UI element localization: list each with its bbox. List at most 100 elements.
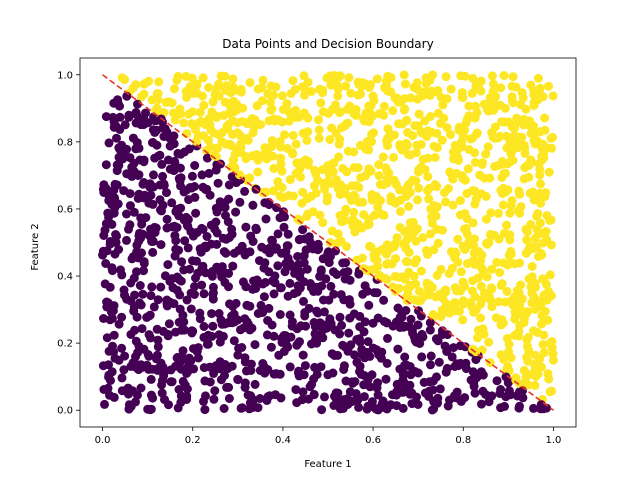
point-class-0 — [110, 179, 120, 189]
point-class-0 — [285, 362, 295, 372]
point-class-0 — [417, 330, 427, 340]
point-class-1 — [420, 165, 430, 174]
point-class-0 — [373, 390, 383, 400]
point-class-0 — [287, 317, 297, 327]
point-class-1 — [470, 148, 480, 158]
point-class-0 — [180, 236, 190, 246]
point-class-0 — [373, 405, 383, 415]
point-class-1 — [460, 281, 470, 291]
chart-title: Data Points and Decision Boundary — [222, 37, 433, 51]
point-class-0 — [337, 320, 347, 330]
point-class-1 — [236, 84, 246, 94]
point-class-0 — [352, 335, 362, 344]
point-class-1 — [533, 209, 543, 219]
point-class-1 — [507, 196, 517, 205]
point-class-1 — [458, 171, 467, 181]
point-class-0 — [310, 329, 320, 339]
point-class-1 — [458, 315, 468, 325]
point-class-0 — [132, 138, 142, 148]
point-class-0 — [351, 395, 360, 405]
point-class-1 — [490, 230, 499, 240]
x-tick-label: 0.4 — [275, 435, 291, 446]
point-class-1 — [205, 142, 215, 152]
point-class-1 — [481, 191, 491, 201]
point-class-1 — [512, 138, 522, 147]
point-class-1 — [356, 89, 365, 99]
point-class-0 — [435, 384, 445, 394]
point-class-0 — [129, 302, 139, 312]
point-class-1 — [402, 115, 412, 125]
point-class-0 — [273, 229, 283, 239]
point-class-1 — [499, 258, 508, 268]
point-class-1 — [454, 122, 464, 132]
point-class-1 — [402, 234, 412, 244]
point-class-1 — [269, 163, 279, 173]
point-class-0 — [144, 311, 154, 321]
point-class-0 — [149, 302, 159, 312]
point-class-1 — [517, 88, 527, 98]
point-class-1 — [169, 84, 179, 94]
point-class-1 — [520, 143, 530, 153]
point-class-1 — [529, 359, 539, 369]
point-class-1 — [444, 269, 454, 279]
point-class-0 — [180, 147, 189, 157]
point-class-0 — [175, 290, 185, 300]
point-class-0 — [186, 227, 196, 237]
point-class-0 — [177, 257, 187, 267]
point-class-1 — [260, 143, 270, 153]
point-class-0 — [293, 338, 303, 348]
point-class-0 — [478, 386, 488, 396]
point-class-0 — [395, 323, 405, 332]
point-class-0 — [98, 361, 108, 371]
point-class-0 — [107, 313, 117, 323]
point-class-0 — [360, 353, 370, 363]
point-class-1 — [344, 73, 354, 83]
point-class-0 — [227, 224, 237, 234]
point-class-0 — [249, 402, 258, 412]
point-class-0 — [262, 330, 272, 340]
point-class-1 — [414, 183, 424, 193]
point-class-0 — [275, 213, 285, 223]
point-class-0 — [269, 289, 279, 299]
point-class-1 — [438, 100, 448, 110]
point-class-0 — [264, 267, 274, 277]
point-class-0 — [317, 405, 327, 415]
point-class-1 — [241, 152, 251, 161]
point-class-1 — [425, 90, 435, 100]
point-class-1 — [175, 104, 185, 114]
point-class-1 — [367, 137, 376, 147]
point-class-1 — [235, 170, 244, 180]
point-class-1 — [441, 197, 451, 207]
point-class-0 — [117, 312, 127, 322]
point-class-0 — [166, 377, 176, 387]
point-class-0 — [112, 166, 122, 176]
point-class-1 — [228, 74, 238, 84]
point-class-1 — [298, 157, 307, 167]
point-class-0 — [114, 319, 124, 329]
point-class-0 — [216, 267, 225, 277]
point-class-0 — [182, 384, 192, 394]
point-class-1 — [400, 273, 410, 283]
point-class-1 — [226, 162, 236, 172]
point-class-0 — [354, 402, 364, 412]
point-class-1 — [152, 103, 162, 113]
point-class-1 — [428, 70, 438, 80]
point-class-0 — [312, 369, 322, 379]
point-class-0 — [171, 207, 181, 217]
point-class-0 — [425, 318, 435, 328]
point-class-1 — [505, 208, 515, 218]
point-class-1 — [401, 138, 411, 148]
point-class-1 — [250, 115, 260, 125]
point-class-0 — [110, 249, 120, 259]
point-class-0 — [355, 361, 365, 371]
point-class-0 — [174, 317, 184, 327]
point-class-0 — [377, 347, 387, 357]
point-class-0 — [324, 258, 334, 268]
point-class-0 — [207, 309, 217, 319]
point-class-0 — [304, 232, 314, 242]
point-class-0 — [157, 206, 166, 216]
point-class-1 — [430, 153, 440, 162]
point-class-1 — [473, 333, 482, 343]
point-class-1 — [416, 296, 426, 306]
point-class-1 — [342, 242, 352, 251]
